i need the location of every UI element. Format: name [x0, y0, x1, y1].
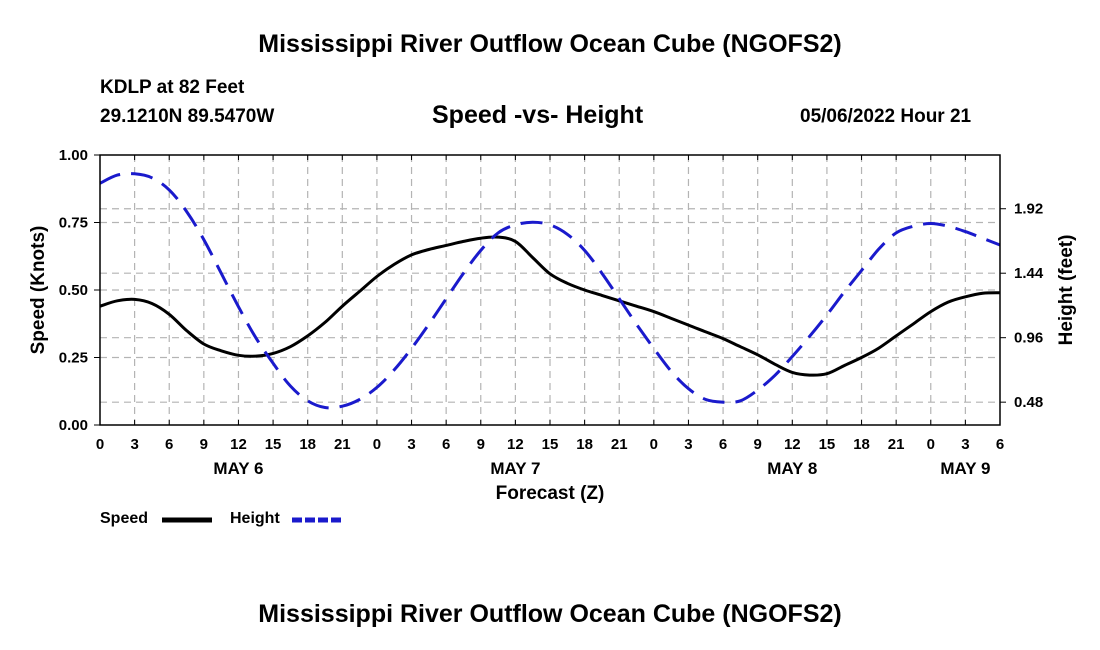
station-label: KDLP at 82 Feet [100, 77, 245, 98]
y2-tick-label: 0.96 [1014, 330, 1043, 347]
y-tick-label: 1.00 [59, 147, 88, 164]
y-tick-label: 0.00 [59, 417, 88, 434]
x-tick-label: 3 [130, 436, 138, 453]
day-label: MAY 7 [490, 459, 540, 478]
day-label: MAY 9 [940, 459, 990, 478]
y2-tick-label: 1.44 [1014, 265, 1044, 282]
x-tick-label: 12 [784, 436, 801, 453]
x-tick-label: 9 [200, 436, 208, 453]
y-tick-label: 0.25 [59, 350, 88, 367]
x-tick-label: 12 [507, 436, 524, 453]
footer-title: Mississippi River Outflow Ocean Cube (NG… [258, 600, 842, 628]
y2-axis-title: Height (feet) [1056, 235, 1077, 346]
y2-tick-label: 1.92 [1014, 201, 1043, 218]
x-tick-label: 18 [299, 436, 316, 453]
x-tick-label: 6 [442, 436, 450, 453]
series-layer [99, 172, 1001, 410]
x-axis-title: Forecast (Z) [496, 483, 605, 504]
x-tick-label: 6 [719, 436, 727, 453]
x-tick-label: 21 [334, 436, 351, 453]
day-label: MAY 6 [213, 459, 263, 478]
x-tick-label: 3 [684, 436, 692, 453]
chart-main-title: Mississippi River Outflow Ocean Cube (NG… [258, 30, 842, 58]
x-tick-label: 18 [576, 436, 593, 453]
grid-layer [100, 155, 1000, 425]
x-tick-label: 21 [888, 436, 905, 453]
x-tick-label: 0 [373, 436, 381, 453]
x-tick-label: 6 [165, 436, 173, 453]
x-tick-label: 12 [230, 436, 247, 453]
y-axis-title: Speed (Knots) [28, 226, 49, 355]
x-tick-label: 21 [611, 436, 628, 453]
chart-subtitle: Speed -vs- Height [432, 101, 644, 129]
x-tick-label: 9 [754, 436, 762, 453]
x-tick-label: 3 [407, 436, 415, 453]
series-line-height [99, 172, 1001, 410]
day-label: MAY 8 [767, 459, 817, 478]
x-tick-label: 15 [265, 436, 282, 453]
y-tick-label: 0.75 [59, 215, 88, 232]
x-tick-label: 0 [96, 436, 104, 453]
x-tick-label: 0 [650, 436, 658, 453]
legend-height-label: Height [230, 510, 280, 527]
axis-layer: 0 3 6 9 12 15 18 21 0 3 6 9 12 15 18 21 0 3 6 9 12 15 18 21 0 3 6 0… [28, 147, 1077, 504]
x-tick-label: 15 [542, 436, 559, 453]
forecast-datestamp: 05/06/2022 Hour 21 [800, 106, 972, 127]
station-coordinates: 29.1210N 89.5470W [100, 106, 275, 127]
series-line-speed [99, 235, 1001, 377]
x-tick-label: 6 [996, 436, 1004, 453]
legend-speed-label: Speed [100, 510, 149, 527]
x-tick-label: 0 [927, 436, 935, 453]
x-tick-label: 3 [961, 436, 969, 453]
y2-tick-label: 0.48 [1014, 394, 1043, 411]
y-tick-label: 0.50 [59, 282, 88, 299]
x-tick-label: 15 [819, 436, 836, 453]
x-tick-label: 18 [853, 436, 870, 453]
x-tick-label: 9 [477, 436, 485, 453]
